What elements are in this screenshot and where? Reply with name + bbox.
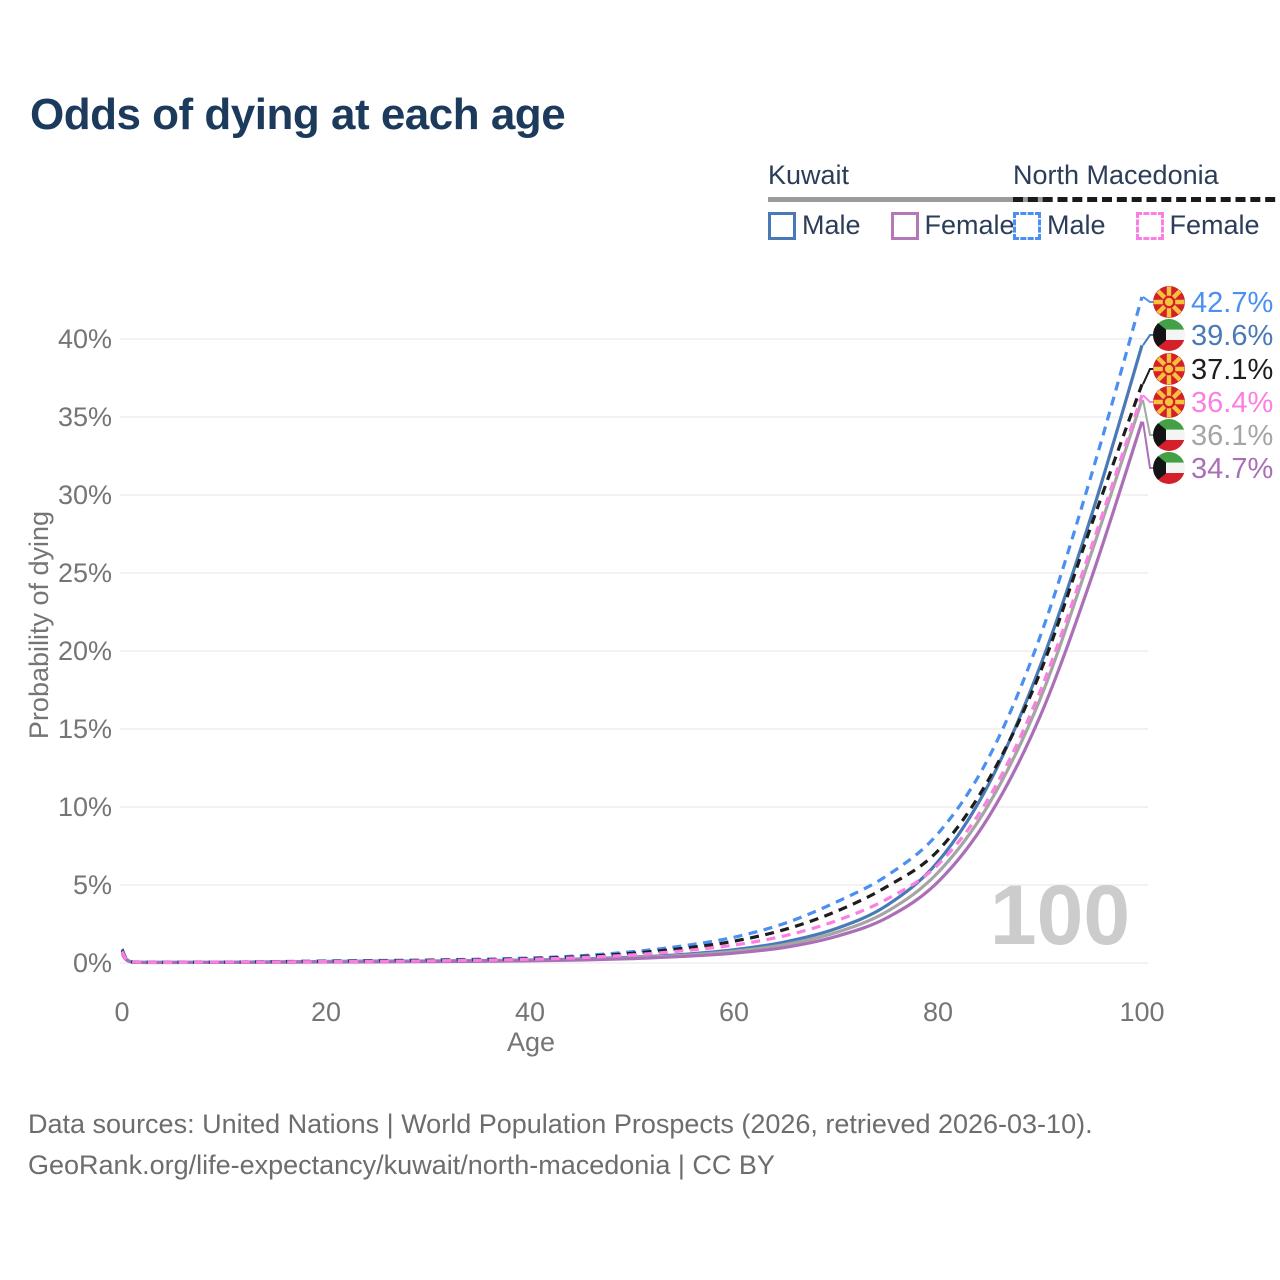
kuwait-flag-icon — [1153, 452, 1185, 484]
end-label-value-north-macedonia-both-sexes: 37.1% — [1191, 354, 1273, 386]
north-macedonia-flag-icon — [1153, 286, 1185, 318]
legend-group-kuwait: Kuwait Male Female — [768, 160, 1045, 241]
chart-title: Odds of dying at each age — [30, 90, 566, 139]
kuwait-flag-icon — [1153, 419, 1185, 451]
north-macedonia-line-swatch — [1013, 197, 1280, 202]
y-tick-label: 35% — [58, 402, 112, 432]
x-tick-label: 60 — [719, 997, 749, 1027]
kuwait-flag-icon — [1153, 319, 1185, 351]
legend-country-kuwait: Kuwait — [768, 160, 850, 190]
x-tick-label: 80 — [923, 997, 953, 1027]
end-label-leader-line — [1142, 421, 1153, 469]
legend: Kuwait Male Female North Macedonia Male … — [0, 160, 1280, 240]
legend-country-north-macedonia: North Macedonia — [1013, 160, 1219, 190]
legend-item-kuwait-male[interactable]: Male — [768, 210, 861, 241]
kuwait-line-swatch — [768, 197, 1045, 202]
y-tick-label: 0% — [73, 948, 112, 978]
end-label-leader-line — [1142, 334, 1153, 346]
x-tick-label: 20 — [311, 997, 341, 1027]
footer: Data sources: United Nations | World Pop… — [28, 1104, 1228, 1186]
attribution-text: GeoRank.org/life-expectancy/kuwait/north… — [28, 1150, 775, 1180]
kuwait-female-swatch-icon — [890, 211, 919, 240]
legend-item-label: Female — [1169, 210, 1260, 240]
legend-item-kuwait-female[interactable]: Female — [890, 210, 1015, 241]
series-line-north-macedonia-female — [120, 394, 1144, 964]
legend-item-label: Male — [1047, 210, 1106, 240]
end-label-leader-line — [1142, 394, 1153, 403]
end-label-value-north-macedonia-male: 42.7% — [1191, 287, 1273, 319]
y-tick-label: 40% — [58, 324, 112, 354]
end-label-value-kuwait-female: 34.7% — [1191, 453, 1273, 485]
y-tick-label: 20% — [58, 636, 112, 666]
x-tick-label: 0 — [114, 997, 129, 1027]
end-label-value-kuwait-male: 39.6% — [1191, 320, 1273, 352]
north-macedonia-male-swatch-icon — [1013, 211, 1041, 240]
series-line-north-macedonia-both-sexes — [120, 383, 1144, 964]
series-line-kuwait-female — [120, 421, 1144, 965]
end-label-value-kuwait-both-sexes: 36.1% — [1191, 420, 1273, 452]
y-tick-label: 15% — [58, 714, 112, 744]
x-tick-label: 100 — [1119, 997, 1164, 1027]
north-macedonia-flag-icon — [1153, 386, 1185, 418]
y-tick-label: 5% — [73, 870, 112, 900]
north-macedonia-flag-icon — [1153, 353, 1185, 385]
x-tick-label: 40 — [515, 997, 545, 1027]
kuwait-male-swatch-icon — [768, 211, 796, 240]
y-axis-title: Probability of dying — [24, 511, 54, 739]
y-tick-label: 30% — [58, 480, 112, 510]
end-label-leader-line — [1142, 399, 1153, 436]
data-sources-text: Data sources: United Nations | World Pop… — [28, 1109, 1093, 1139]
end-label-value-north-macedonia-female: 36.4% — [1191, 387, 1273, 419]
legend-item-north-macedonia-female[interactable]: Female — [1135, 210, 1260, 241]
y-tick-label: 10% — [58, 792, 112, 822]
north-macedonia-female-swatch-icon — [1135, 211, 1164, 240]
legend-group-north-macedonia: North Macedonia Male Female — [1013, 160, 1280, 241]
legend-item-label: Male — [802, 210, 861, 240]
x-axis-title: Age — [507, 1027, 555, 1057]
age-watermark: 100 — [990, 868, 1130, 962]
y-tick-label: 25% — [58, 558, 112, 588]
legend-item-label: Female — [924, 210, 1015, 240]
end-label-leader-line — [1142, 368, 1153, 385]
plot-hover-area[interactable] — [122, 284, 1142, 963]
end-label-leader-line — [1142, 296, 1153, 303]
legend-item-north-macedonia-male[interactable]: Male — [1013, 210, 1106, 241]
